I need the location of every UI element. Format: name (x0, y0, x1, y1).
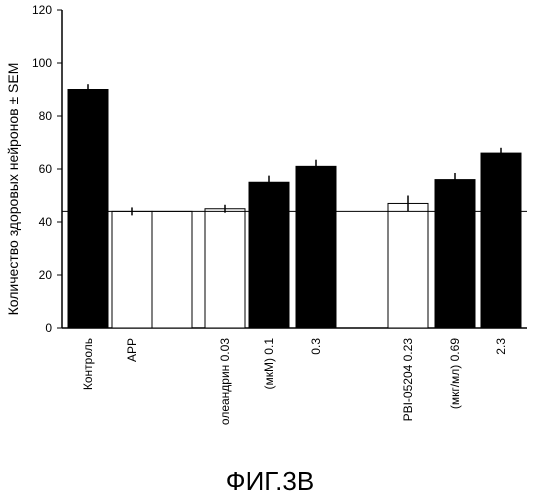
figure-caption: ФИГ.3В (226, 466, 314, 496)
y-tick-label: 20 (39, 268, 53, 282)
category-label: (мкМ) 0.1 (262, 338, 276, 390)
bar (435, 180, 475, 328)
bar (68, 90, 108, 329)
bar (112, 211, 152, 328)
y-tick-label: 120 (32, 3, 52, 17)
y-tick-label: 80 (39, 109, 53, 123)
y-tick-label: 0 (45, 321, 52, 335)
bar (249, 182, 289, 328)
category-label: PBI-05204 0.23 (401, 338, 415, 422)
y-axis-label: Количество здоровых нейронов ± SEM (5, 63, 21, 316)
category-label: олеандрин 0.03 (218, 338, 232, 425)
category-labels: Контроль APP олеандрин 0.03 (мкМ) 0.1 0.3 PBI… (81, 338, 508, 425)
category-label: 2.3 (494, 338, 508, 355)
bar (481, 153, 521, 328)
y-tick-label: 100 (32, 56, 52, 70)
category-label: Контроль (81, 338, 95, 390)
y-tick-label: 60 (39, 162, 53, 176)
category-label: APP (125, 338, 139, 362)
bar (296, 166, 336, 328)
category-label: 0.3 (309, 338, 323, 355)
bar (205, 209, 245, 328)
bars (68, 84, 521, 328)
y-axis-ticks: 0 20 40 60 80 100 120 (32, 3, 62, 335)
bar (152, 211, 192, 328)
category-label: (мкг/мл) 0.69 (448, 338, 462, 409)
y-tick-label: 40 (39, 215, 53, 229)
bar (388, 203, 428, 328)
